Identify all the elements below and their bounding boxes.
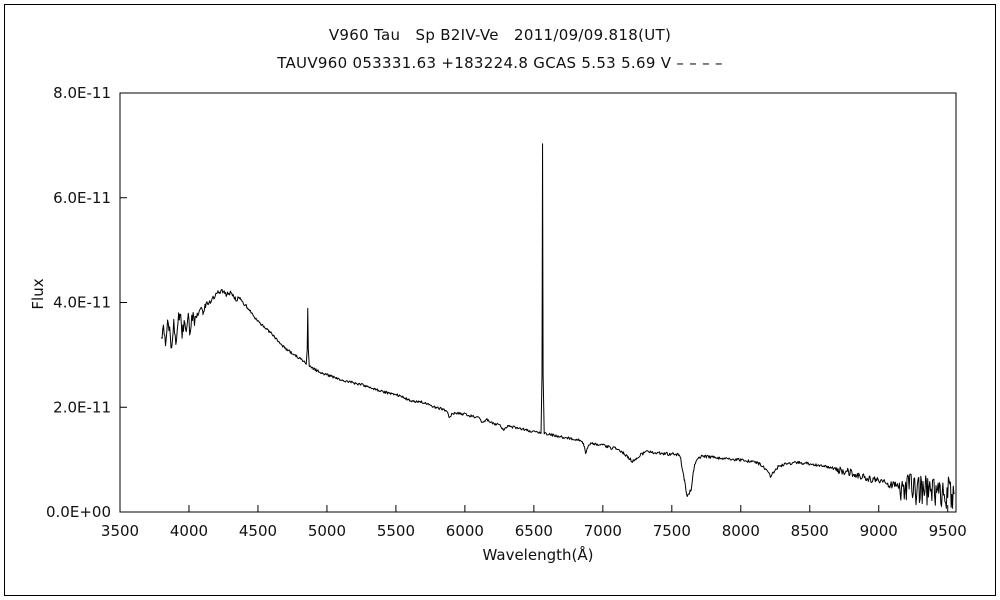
x-tick-label: 4500 (239, 522, 277, 540)
x-axis-label: Wavelength(Å) (482, 546, 594, 564)
y-tick-label: 4.0E-11 (53, 294, 111, 312)
x-tick-label: 9500 (929, 522, 967, 540)
x-tick-label: 8500 (791, 522, 829, 540)
y-tick-label: 2.0E-11 (53, 398, 111, 416)
x-tick-label: 5500 (377, 522, 415, 540)
y-tick-label: 6.0E-11 (53, 189, 111, 207)
chart-title: V960 Tau Sp B2IV-Ve 2011/09/09.818(UT) (328, 26, 672, 44)
x-tick-label: 8000 (722, 522, 760, 540)
x-tick-label: 7000 (584, 522, 622, 540)
x-tick-label: 4000 (170, 522, 208, 540)
plot-frame (119, 92, 957, 513)
x-tick-label: 7500 (653, 522, 691, 540)
x-tick-label: 6000 (446, 522, 484, 540)
x-tick-label: 5000 (308, 522, 346, 540)
chart-subtitle: TAUV960 053331.63 +183224.8 GCAS 5.53 5.… (277, 54, 723, 72)
x-tick-label: 9000 (860, 522, 898, 540)
y-tick-label: 0.0E+00 (46, 503, 111, 521)
x-tick-label: 6500 (515, 522, 553, 540)
spectrum-line (160, 143, 955, 509)
x-tick-label: 3500 (101, 522, 139, 540)
y-tick-label: 8.0E-11 (53, 84, 111, 102)
